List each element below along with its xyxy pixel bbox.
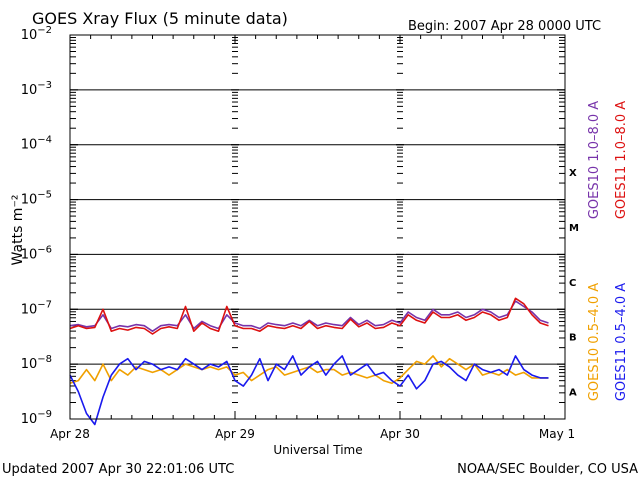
- legend-entry-2: GOES11 1.0–8.0 A: [614, 101, 629, 219]
- y-tick-base: 10: [21, 247, 38, 262]
- y-tick-base: 10: [21, 412, 38, 427]
- flare-class-label: X: [569, 168, 577, 179]
- y-tick-base: 10: [21, 357, 38, 372]
- flare-class-label: A: [569, 388, 577, 399]
- series-line-2: [69, 297, 549, 335]
- x-tick-label: Apr 28: [50, 427, 90, 441]
- y-tick-exponent: −6: [37, 244, 52, 255]
- y-tick-label: 10−5: [21, 190, 52, 208]
- updated-label: Updated 2007 Apr 30 22:01:06 UTC: [2, 462, 234, 477]
- y-tick-exponent: −2: [37, 25, 52, 36]
- begin-label: Begin: 2007 Apr 28 0000 UTC: [408, 19, 601, 34]
- chart-title: GOES Xray Flux (5 minute data): [32, 9, 288, 28]
- y-tick-labels: 10−210−310−410−510−610−710−810−9: [21, 25, 52, 427]
- flare-class-label: M: [569, 223, 579, 234]
- series-lines: [69, 297, 549, 426]
- y-tick-base: 10: [21, 302, 38, 317]
- y-axis-label: Watts m⁻²: [10, 195, 26, 266]
- series-line-3: [69, 355, 549, 385]
- axis-ticks: [69, 34, 566, 420]
- flare-class-labels: X M C B A: [569, 168, 579, 398]
- x-tick-label: Apr 30: [380, 427, 420, 441]
- y-tick-label: 10−6: [21, 244, 52, 262]
- y-tick-label: 10−7: [21, 299, 52, 317]
- y-tick-exponent: −9: [37, 409, 52, 420]
- series-line-4: [69, 355, 549, 426]
- y-tick-label: 10−4: [21, 135, 52, 153]
- x-tick-label: Apr 29: [215, 427, 255, 441]
- y-tick-base: 10: [21, 193, 38, 208]
- y-tick-label: 10−8: [21, 354, 52, 372]
- y-tick-exponent: −3: [37, 80, 52, 91]
- y-tick-exponent: −7: [37, 299, 52, 310]
- credit-label: NOAA/SEC Boulder, CO USA: [457, 462, 638, 477]
- flare-class-label: B: [569, 333, 577, 344]
- grid: [70, 89, 565, 365]
- y-tick-label: 10−3: [21, 80, 52, 98]
- legend-entry-1: GOES10 1.0–8.0 A: [587, 101, 602, 219]
- y-tick-exponent: −8: [37, 354, 52, 365]
- y-tick-exponent: −4: [37, 135, 52, 146]
- series-line-1: [69, 300, 549, 333]
- legend-entry-3: GOES10 0.5–4.0 A: [587, 283, 602, 401]
- y-tick-base: 10: [21, 138, 38, 153]
- y-tick-exponent: −5: [37, 190, 52, 201]
- y-tick-base: 10: [21, 28, 38, 43]
- x-tick-label: May 1: [539, 427, 575, 441]
- y-tick-label: 10−2: [21, 25, 52, 43]
- legend: GOES10 1.0–8.0 A GOES11 1.0–8.0 A GOES10 0…: [587, 101, 629, 401]
- plot-frame: [69, 34, 566, 420]
- legend-entry-4: GOES11 0.5–4.0 A: [614, 283, 629, 401]
- flare-class-label: C: [569, 278, 576, 289]
- y-tick-base: 10: [21, 83, 38, 98]
- x-axis-label: Universal Time: [273, 443, 362, 457]
- x-tick-labels: Apr 28 Apr 29 Apr 30 May 1: [50, 427, 575, 441]
- y-tick-label: 10−9: [21, 409, 52, 427]
